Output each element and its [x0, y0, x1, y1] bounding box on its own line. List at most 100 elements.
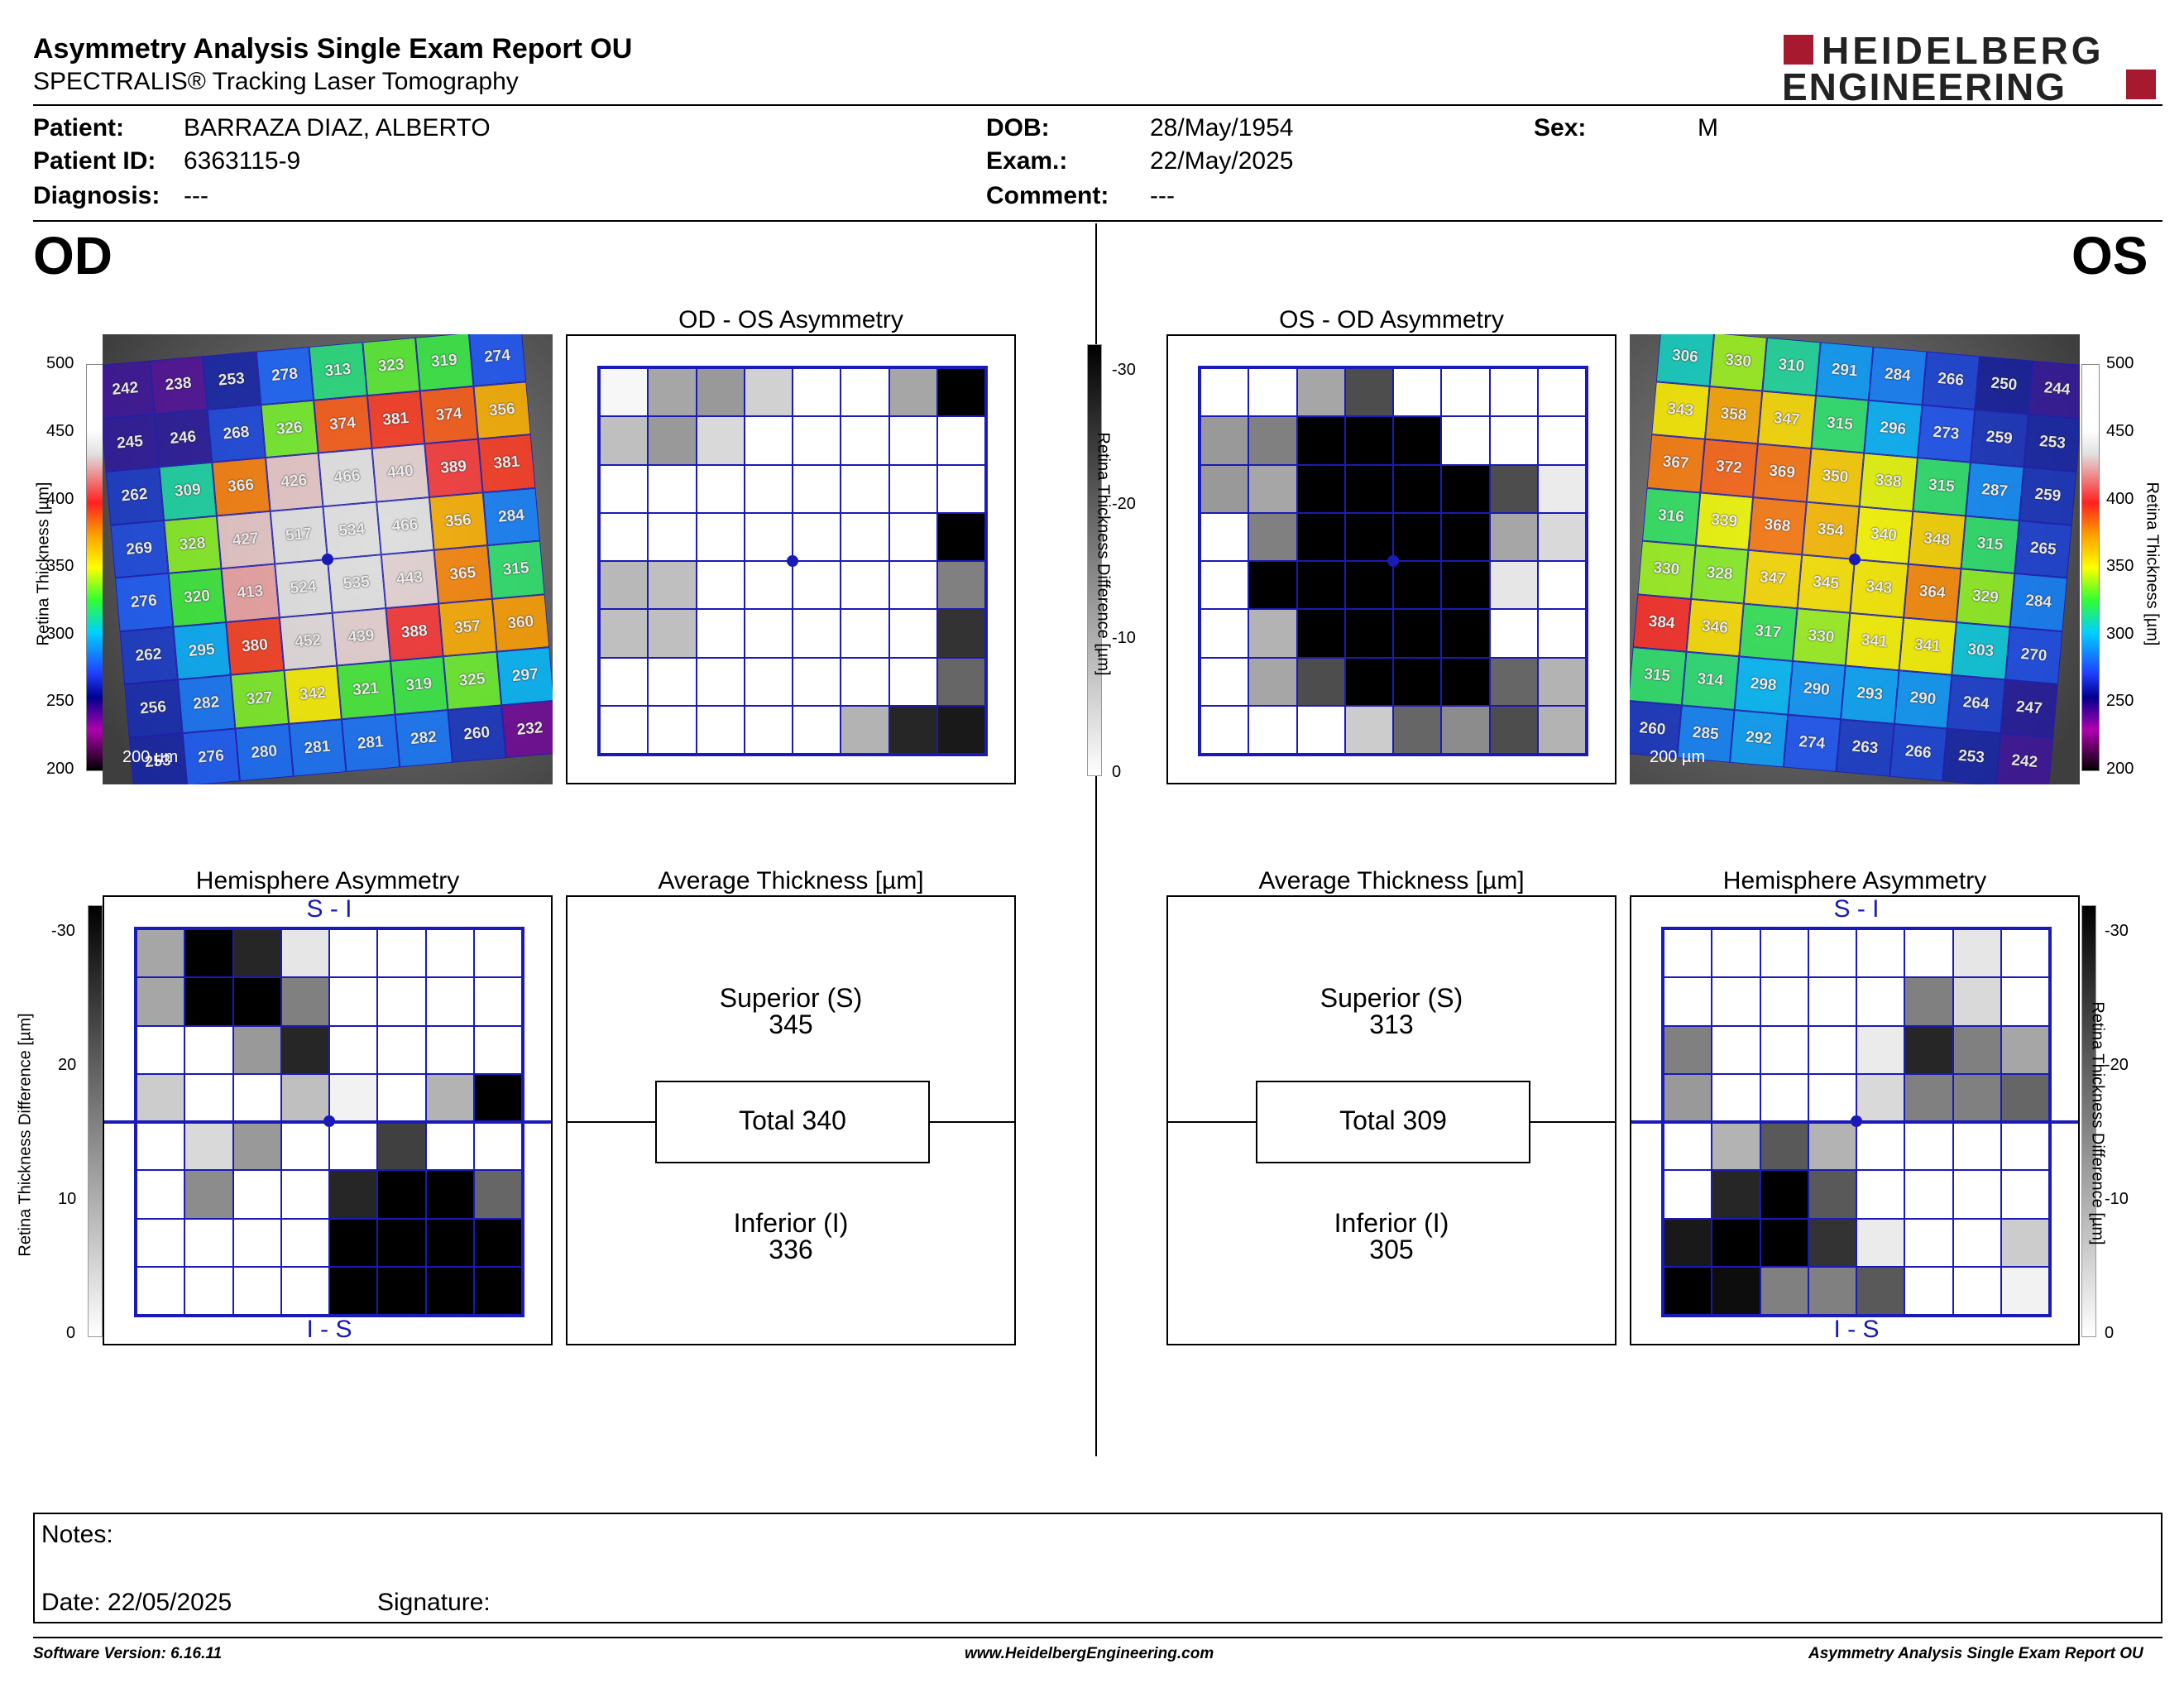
os-asym-cell: [1537, 705, 1586, 754]
os-hemi-cell: [1952, 1218, 2001, 1267]
center-diff-scale: -30 -20 -10 0 Retina Thickness Differenc…: [1082, 341, 1173, 781]
os-hemi-cell: [1760, 1073, 1808, 1122]
footer-website[interactable]: www.HeidelbergEngineering.com: [965, 1645, 1214, 1662]
sex-value: M: [1698, 114, 1718, 141]
od-thickness-cell: 535: [328, 554, 386, 613]
od-asym-cell: [793, 368, 841, 417]
od-thickness-cell: 297: [496, 647, 553, 705]
os-thickness-cell: 341: [1899, 616, 1956, 675]
od-thickness-cell: 389: [424, 439, 483, 497]
od-asym-cell: [696, 368, 745, 417]
os-thickness-cell: 330: [1637, 540, 1696, 599]
fovea-center-dot: [787, 555, 798, 567]
os-hemi-cell: [1712, 1266, 1760, 1315]
od-asym-cell: [888, 609, 937, 658]
os-asym-cell: [1441, 464, 1490, 513]
os-asym-cell: [1537, 609, 1586, 658]
os-hemi-cell: [1952, 1266, 2001, 1315]
od-hemi-cell: [280, 929, 329, 978]
od-asym-cell: [841, 368, 889, 417]
comment-label: Comment:: [986, 182, 1109, 209]
od-thickness-cell: 326: [260, 400, 318, 458]
od-asym-cell: [936, 657, 985, 706]
os-asym-cell: [1489, 705, 1538, 754]
os-thickness-cell: 259: [1970, 409, 2028, 468]
os-asym-cell: [1344, 512, 1393, 561]
od-thickness-cell: 246: [154, 409, 213, 468]
od-hemi-title: Hemisphere Asymmetry: [195, 867, 460, 894]
os-hemi-cell: [1664, 1266, 1712, 1315]
avg-panel-left: Superior (S) 345 Total 340 Inferior (I) …: [566, 895, 1016, 1345]
od-thickness-cell: 242: [103, 360, 155, 419]
od-thickness-cell: 327: [230, 670, 289, 729]
od-asym-cell: [600, 561, 649, 610]
od-thickness-cell: 276: [182, 728, 240, 784]
od-hemi-cell: [280, 1170, 329, 1219]
os-hemi-cell: [1904, 1266, 1953, 1315]
os-asym-cell: [1200, 464, 1249, 513]
od-hemi-cell: [329, 929, 378, 978]
od-thickness-cell: 380: [226, 616, 284, 675]
patient-name: BARRAZA DIAZ, ALBERTO: [184, 114, 491, 141]
od-thickness-scale: 500 450 400 350 300 250 200 Retina Thick…: [25, 354, 104, 786]
os-thickness-cell: 315: [1912, 458, 1971, 516]
od-asym-cell: [600, 368, 649, 417]
od-hemi-cell: [425, 1266, 474, 1315]
os-asym-cell: [1537, 561, 1586, 610]
od-hemi-cell: [473, 1122, 522, 1171]
exam-value: 22/May/2025: [1150, 147, 1294, 175]
os-asym-cell: [1537, 464, 1586, 513]
os-thickness-cell: 290: [1787, 660, 1846, 719]
od-asym-cell: [648, 464, 697, 513]
fovea-center-dot: [1387, 555, 1399, 567]
od-asym-cell: [744, 657, 793, 706]
od-hemi-cell: [473, 1073, 522, 1122]
od-asym-cell: [793, 464, 841, 513]
od-thickness-cell: 274: [468, 334, 527, 386]
od-thickness-cell: 356: [472, 381, 531, 439]
od-thickness-cell: 323: [362, 337, 420, 396]
od-asym-cell: [648, 512, 697, 561]
patient-id-label: Patient ID:: [33, 147, 156, 175]
os-thickness-cell: 263: [1836, 718, 1894, 777]
od-eye-label: OD: [33, 226, 113, 285]
od-asym-cell: [696, 464, 745, 513]
od-thickness-cell: 342: [283, 665, 342, 724]
os-thickness-cell: 364: [1903, 563, 1961, 622]
od-asym-cell: [744, 416, 793, 465]
od-asym-cell: [793, 561, 841, 610]
od-asym-cell: [744, 368, 793, 417]
avg-title-right: Average Thickness [µm]: [1258, 867, 1525, 894]
od-asym-cell: [841, 464, 889, 513]
os-hemi-cell: [1808, 1218, 1856, 1267]
avg-panel-right: Superior (S) 313 Total 309 Inferior (I) …: [1166, 895, 1616, 1345]
os-hemi-cell: [2000, 929, 2049, 978]
od-asym-cell: [888, 705, 937, 754]
notes-box[interactable]: Notes: Date: 22/05/2025 Signature:: [33, 1513, 2162, 1623]
os-hemi-cell: [1808, 1073, 1856, 1122]
od-hemi-cell: [184, 1025, 233, 1074]
od-thickness-cell: 381: [477, 434, 536, 492]
od-thickness-cell: 268: [207, 404, 266, 463]
os-asym-cell: [1344, 464, 1393, 513]
os-eye-label: OS: [2071, 226, 2148, 285]
od-hemi-cell: [425, 1073, 474, 1122]
od-thickness-cell: 374: [314, 395, 372, 453]
od-hemi-cell: [232, 1025, 281, 1074]
os-asym-cell: [1200, 416, 1249, 465]
os-asym-cell: [1296, 464, 1345, 513]
os-hemi-cell: [1712, 1025, 1760, 1074]
notes-signature: Signature:: [377, 1589, 491, 1616]
od-hemi-cell: [377, 1266, 426, 1315]
os-asym-cell: [1441, 609, 1490, 658]
os-thickness-cell: 244: [2028, 360, 2080, 419]
os-asym-cell: [1344, 368, 1393, 417]
os-hemi-cell: [1856, 977, 1905, 1026]
os-asym-cell: [1296, 705, 1345, 754]
od-hemi-cell: [232, 929, 281, 978]
patient-label: Patient:: [33, 114, 125, 141]
os-hemi-cell: [1808, 977, 1856, 1026]
od-asym-cell: [696, 416, 745, 465]
od-asym-cell: [936, 705, 985, 754]
od-asym-panel: [566, 334, 1016, 784]
